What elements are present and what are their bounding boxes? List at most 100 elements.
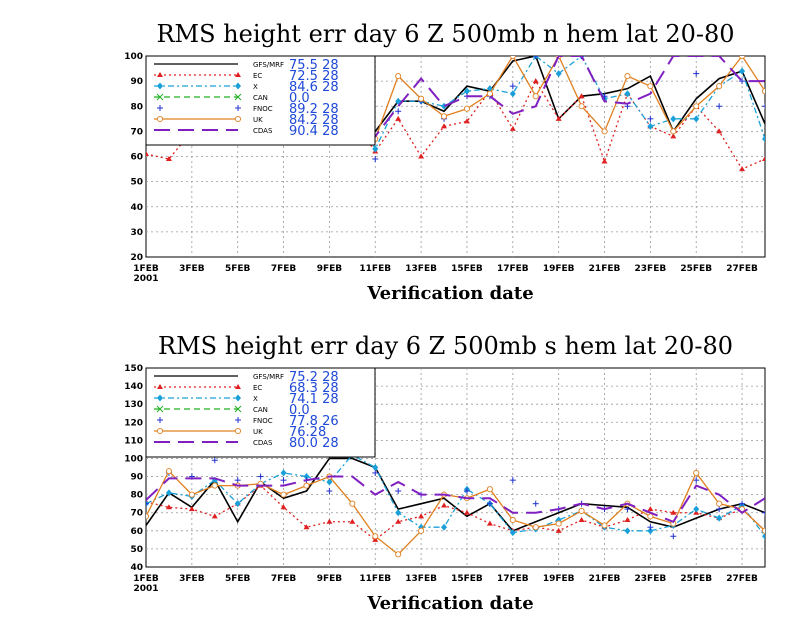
y-tick-label: 90 xyxy=(130,473,143,483)
legend-series-name: CDAS xyxy=(253,439,273,447)
data-point xyxy=(349,518,356,524)
x-tick-label: 11FEB xyxy=(359,574,391,584)
data-point xyxy=(395,108,402,115)
data-point xyxy=(486,500,493,507)
data-point-b xyxy=(156,93,164,101)
data-point xyxy=(670,115,677,123)
series-gfs-mrf xyxy=(146,56,765,134)
series-line xyxy=(146,470,765,556)
data-point xyxy=(486,90,493,97)
data-point xyxy=(395,73,402,80)
data-point xyxy=(739,500,746,507)
data-point xyxy=(716,103,723,110)
legend-series-name: GFS/MRF xyxy=(253,373,284,381)
data-point xyxy=(418,513,425,519)
data-point-b xyxy=(234,93,242,101)
legend-series-name: EC xyxy=(253,72,262,80)
data-point xyxy=(601,522,608,529)
x-tick-label: 15FEB xyxy=(451,574,483,584)
data-point xyxy=(234,115,242,123)
data-point xyxy=(211,513,218,519)
data-point xyxy=(234,500,241,508)
x-tick-label: 23FEB xyxy=(635,574,667,584)
y-tick-label: 110 xyxy=(124,436,143,446)
data-point xyxy=(146,513,150,520)
series-group xyxy=(146,446,765,558)
data-point xyxy=(372,536,379,542)
legend-series-name: UK xyxy=(253,116,263,124)
x-tick-label: 21FEB xyxy=(589,264,621,274)
data-point xyxy=(156,93,164,101)
data-point xyxy=(693,103,700,110)
series-line xyxy=(146,454,765,537)
data-point xyxy=(146,500,149,507)
chart-title: RMS height err day 6 Z 500mb s hem lat 2… xyxy=(158,332,733,360)
x-tick-label: 15FEB xyxy=(451,264,483,274)
series-ec xyxy=(146,482,765,542)
series-line xyxy=(146,484,765,541)
data-point xyxy=(670,533,677,540)
data-point xyxy=(463,87,470,95)
legend-series-name: FNOC xyxy=(253,105,273,113)
data-point xyxy=(624,506,631,513)
x-tick-label: 3FEB xyxy=(179,264,205,274)
y-tick-label: 30 xyxy=(130,228,143,238)
data-point xyxy=(601,158,608,164)
x-tick-label: 17FEB xyxy=(497,574,529,584)
x-tick-label: 11FEB xyxy=(359,264,391,274)
y-tick-label: 70 xyxy=(130,127,143,137)
legend-series-name: CAN xyxy=(253,406,268,414)
x-tick-label: 27FEB xyxy=(726,264,758,274)
data-point-b xyxy=(234,405,242,413)
data-point xyxy=(156,427,164,435)
legend-series-name: GFS/MRF xyxy=(253,61,284,69)
legend-series-stat: 84.6 28 xyxy=(289,80,339,95)
data-point xyxy=(211,482,218,489)
y-tick-label: 20 xyxy=(130,253,143,263)
x-tick-label: 27FEB xyxy=(726,574,758,584)
data-point xyxy=(532,500,539,507)
data-point xyxy=(693,505,700,513)
data-point xyxy=(624,73,631,80)
data-point xyxy=(670,509,677,515)
legend-series-stat: 80.0 28 xyxy=(289,436,339,451)
data-point xyxy=(693,469,700,476)
y-tick-label: 80 xyxy=(130,102,143,112)
data-point xyxy=(440,113,448,120)
data-point xyxy=(303,482,310,489)
data-point xyxy=(326,488,333,495)
data-point xyxy=(235,384,241,389)
data-point xyxy=(280,504,287,510)
data-point xyxy=(532,524,539,531)
x-tick-label: 21FEB xyxy=(589,574,621,584)
y-tick-label: 50 xyxy=(130,545,143,555)
y-tick-label: 60 xyxy=(130,153,143,163)
data-point xyxy=(395,509,402,517)
chart-1: RMS height err day 6 Z 500mb n hem lat 2… xyxy=(124,20,766,304)
data-point xyxy=(234,93,242,101)
data-point xyxy=(303,524,310,530)
legend-series-stat: 68.3 28 xyxy=(289,381,339,396)
data-point xyxy=(762,135,765,143)
data-point xyxy=(624,516,631,522)
data-point xyxy=(532,78,539,84)
legend-series-stat: 72.5 28 xyxy=(289,69,339,84)
data-point xyxy=(257,473,264,480)
data-point xyxy=(578,93,585,99)
data-point xyxy=(165,468,172,475)
data-point xyxy=(235,72,241,77)
data-point xyxy=(716,83,723,90)
legend-series-name: X xyxy=(253,83,258,91)
data-point xyxy=(532,56,539,59)
data-point xyxy=(601,128,608,135)
data-point xyxy=(647,83,654,90)
data-point xyxy=(349,500,356,507)
plot-frame xyxy=(145,367,766,568)
data-point xyxy=(188,491,195,498)
data-point xyxy=(146,150,149,156)
legend: GFS/MRF 75.2 28 EC 68.3 28 X 74.1 28 CAN 0.0 FNO… xyxy=(145,367,376,458)
x-tick-label: 19FEB xyxy=(543,574,575,584)
data-point xyxy=(418,527,425,534)
legend-series-name: UK xyxy=(253,428,263,436)
